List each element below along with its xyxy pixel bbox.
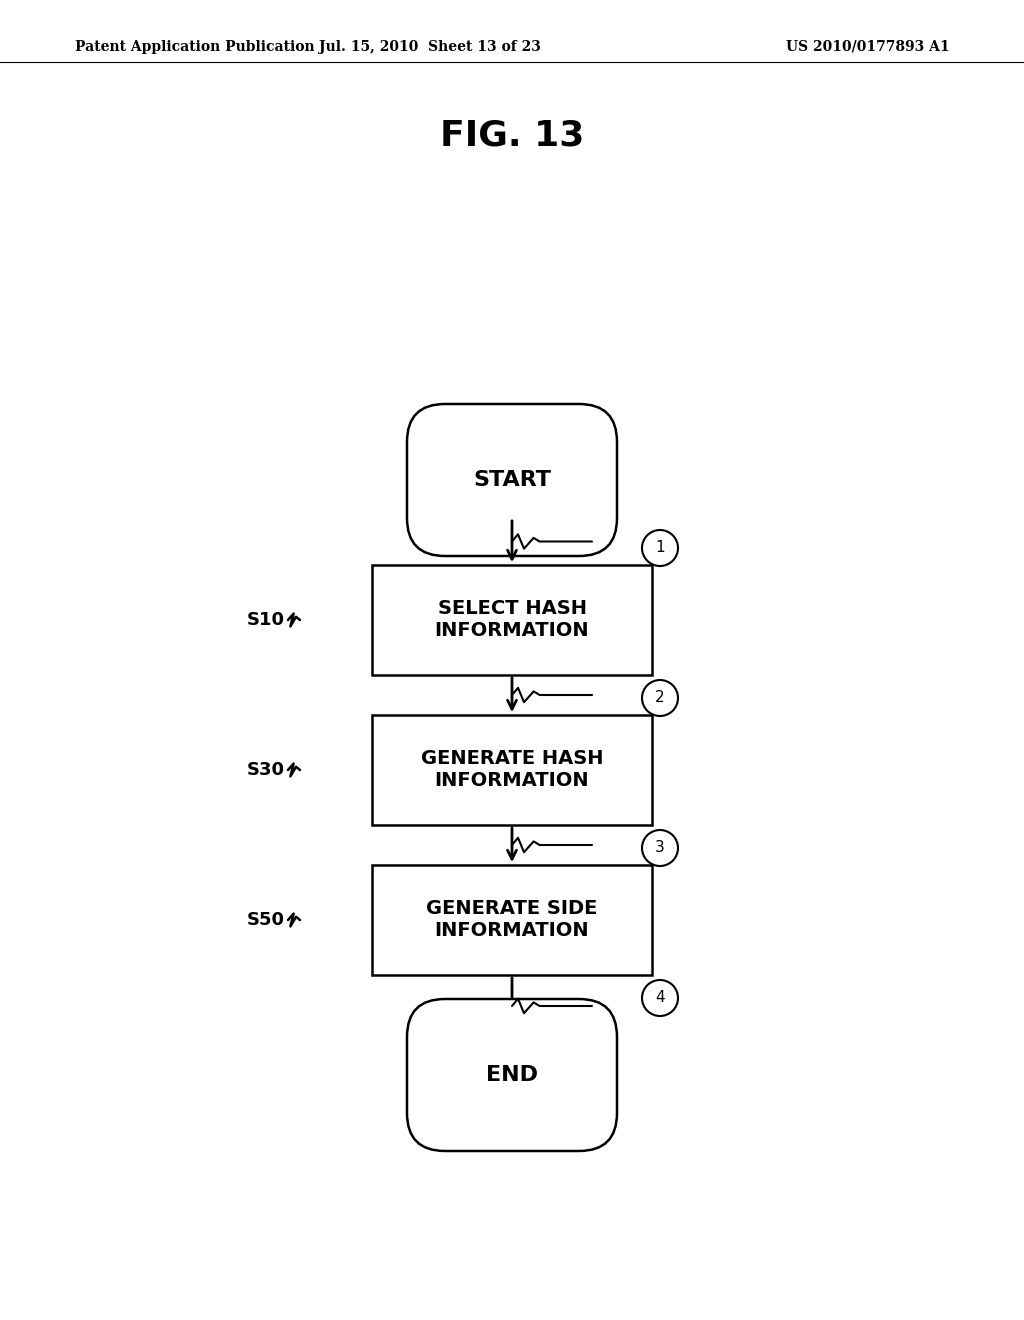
Bar — [372, 715, 652, 825]
Text: GENERATE SIDE
INFORMATION: GENERATE SIDE INFORMATION — [426, 899, 598, 940]
Bar — [372, 565, 652, 675]
Text: START: START — [473, 470, 551, 490]
Text: S30: S30 — [247, 762, 285, 779]
Text: 4: 4 — [655, 990, 665, 1006]
Text: SELECT HASH
INFORMATION: SELECT HASH INFORMATION — [434, 599, 590, 640]
Circle shape — [642, 680, 678, 715]
Text: 2: 2 — [655, 690, 665, 705]
Text: Jul. 15, 2010  Sheet 13 of 23: Jul. 15, 2010 Sheet 13 of 23 — [319, 40, 541, 54]
Text: FIG. 13: FIG. 13 — [440, 117, 584, 152]
Text: S10: S10 — [247, 611, 285, 630]
Circle shape — [642, 979, 678, 1016]
FancyBboxPatch shape — [407, 404, 617, 556]
Text: Patent Application Publication: Patent Application Publication — [75, 40, 314, 54]
Text: US 2010/0177893 A1: US 2010/0177893 A1 — [786, 40, 950, 54]
Circle shape — [642, 531, 678, 566]
Bar — [372, 865, 652, 975]
Circle shape — [642, 830, 678, 866]
Text: END: END — [486, 1065, 538, 1085]
Text: 1: 1 — [655, 540, 665, 556]
Text: GENERATE HASH
INFORMATION: GENERATE HASH INFORMATION — [421, 750, 603, 791]
FancyBboxPatch shape — [407, 999, 617, 1151]
Text: S50: S50 — [247, 911, 285, 929]
Text: 3: 3 — [655, 841, 665, 855]
